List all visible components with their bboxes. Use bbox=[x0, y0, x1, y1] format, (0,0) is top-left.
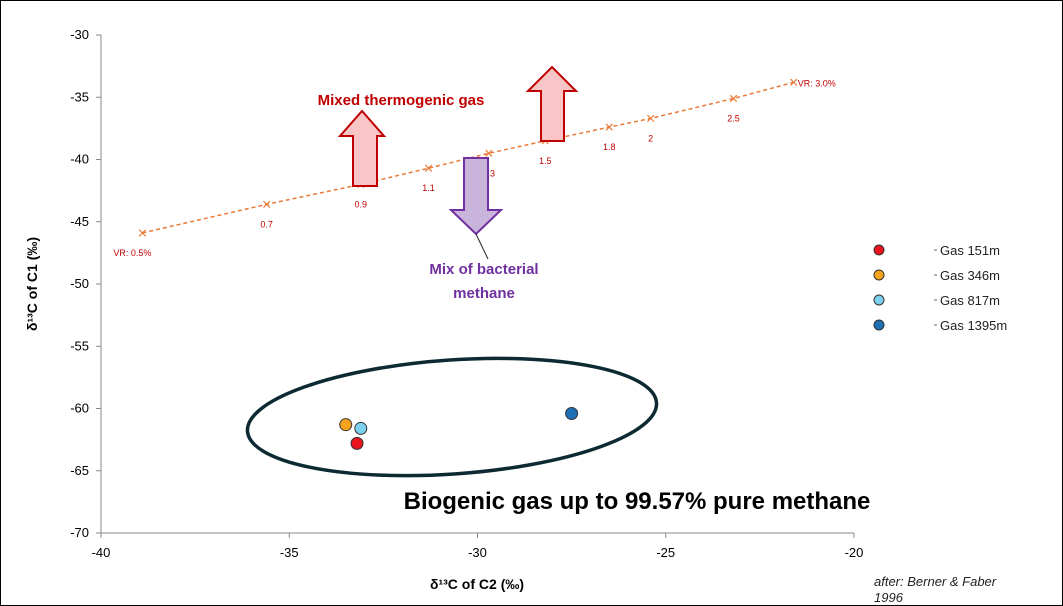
legend-marker bbox=[873, 269, 885, 281]
vr-marker bbox=[138, 229, 147, 237]
y-tick-label: -50 bbox=[70, 276, 89, 291]
legend-label: Gas 1395m bbox=[940, 318, 1007, 333]
legend: Gas 151m Gas 346m Gas 817m Gas 1395m bbox=[873, 243, 1007, 333]
y-tick-label: -70 bbox=[70, 525, 89, 540]
legend-label: Gas 151m bbox=[940, 243, 1000, 258]
bacterial-label-line1: Mix of bacterial bbox=[429, 261, 538, 278]
bacterial-leader-line bbox=[475, 233, 489, 260]
legend-label: Gas 346m bbox=[940, 268, 1000, 283]
vr-label: 1.8 bbox=[603, 142, 616, 152]
x-tick-label: -25 bbox=[656, 545, 675, 560]
credit-line2: 1996 bbox=[874, 590, 904, 605]
x-tick-label: -20 bbox=[845, 545, 864, 560]
vr-label: 2.5 bbox=[727, 113, 740, 123]
vr-label: 0.9 bbox=[355, 199, 368, 209]
vr-marker bbox=[790, 78, 798, 86]
y-axis-title: δ¹³C of C1 (‰) bbox=[24, 237, 40, 331]
data-point bbox=[350, 436, 364, 450]
thermogenic-label: Mixed thermogenic gas bbox=[318, 92, 485, 109]
data-point bbox=[565, 406, 579, 420]
legend-marker bbox=[873, 319, 885, 331]
vr-label: 1.5 bbox=[539, 156, 552, 166]
legend-marker bbox=[873, 294, 885, 306]
legend-marker bbox=[873, 244, 885, 256]
vr-trend-line bbox=[142, 81, 794, 234]
vr-label: VR: 3.0% bbox=[798, 78, 836, 88]
vr-label: 1.1 bbox=[422, 183, 435, 193]
bacterial-label-line2: methane bbox=[453, 285, 515, 302]
y-tick-label: -40 bbox=[70, 152, 89, 167]
x-tick-label: -40 bbox=[92, 545, 111, 560]
data-point bbox=[339, 418, 353, 432]
x-axis-title: δ¹³C of C2 (‰) bbox=[430, 576, 524, 592]
thermogenic-arrow-left bbox=[337, 109, 387, 187]
x-tick-group: -40 -35 -30 -25 -20 bbox=[92, 533, 864, 560]
x-tick-label: -35 bbox=[280, 545, 299, 560]
vr-label: 0.7 bbox=[260, 219, 273, 229]
vr-marker bbox=[424, 164, 433, 172]
y-tick-label: -35 bbox=[70, 89, 89, 104]
credit-line1: after: Berner & Faber bbox=[874, 574, 997, 589]
biogenic-label: Biogenic gas up to 99.57% pure methane bbox=[404, 488, 871, 515]
bacterial-arrow bbox=[448, 157, 504, 236]
y-tick-label: -30 bbox=[70, 27, 89, 42]
vr-label: 2 bbox=[648, 133, 653, 143]
vr-label: VR: 0.5% bbox=[113, 248, 151, 258]
thermogenic-arrow-right bbox=[525, 65, 579, 142]
vr-marker bbox=[729, 94, 738, 103]
x-tick-label: -30 bbox=[468, 545, 487, 560]
y-tick-group: -30 -35 -40 -45 -50 -55 -60 -65 -70 bbox=[70, 27, 101, 540]
vr-marker bbox=[647, 114, 655, 123]
vr-marker bbox=[485, 149, 493, 157]
data-point bbox=[354, 421, 368, 435]
y-tick-label: -45 bbox=[70, 214, 89, 229]
data-points-group bbox=[339, 406, 579, 450]
y-tick-label: -55 bbox=[70, 338, 89, 353]
biogenic-ellipse bbox=[245, 356, 659, 478]
vr-marker bbox=[605, 123, 613, 131]
y-tick-label: -65 bbox=[70, 463, 89, 478]
legend-label: Gas 817m bbox=[940, 293, 1000, 308]
vr-marker bbox=[263, 200, 271, 208]
y-tick-label: -60 bbox=[70, 401, 89, 416]
